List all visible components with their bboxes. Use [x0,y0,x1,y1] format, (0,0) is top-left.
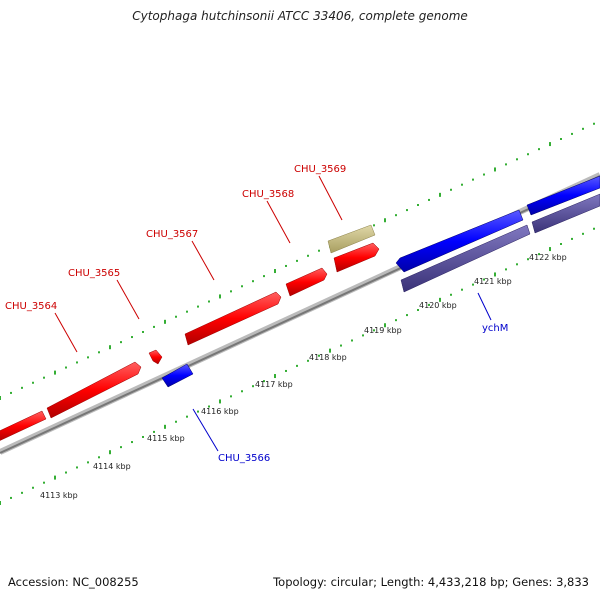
kbp-label-4113: 4113 kbp [40,491,78,500]
gene-ychm-arrow[interactable] [395,209,524,273]
accession-text: Accession: NC_008255 [8,575,139,589]
outer-tick-track [0,122,595,400]
gene-label-chu3564[interactable]: CHU_3564 [5,301,57,312]
gene-chu3565-arrow[interactable] [46,361,142,419]
gene-next-arrow[interactable] [526,175,600,216]
reverse-label-leaders [192,292,492,452]
gene-chu3569-arrow[interactable] [333,242,380,273]
kbp-label-4121: 4121 kbp [474,277,512,286]
gene-label-chu3569[interactable]: CHU_3569 [294,164,346,175]
map-title: Cytophaga hutchinsonii ATCC 33406, compl… [132,9,468,23]
gene-chu3568-arrow[interactable] [285,267,328,297]
gene-chu3567-arrow[interactable] [184,291,282,346]
kbp-label-4114: 4114 kbp [93,462,131,471]
gene-next-shadow [531,193,600,234]
gene-label-chu3565[interactable]: CHU_3565 [68,268,120,279]
kbp-label-4120: 4120 kbp [419,301,457,310]
feature-tan-block[interactable] [327,224,376,254]
gene-ychm-shadow [400,224,531,293]
gene-label-chu3566[interactable]: CHU_3566 [218,453,270,464]
kbp-label-4122: 4122 kbp [529,253,567,262]
gene-label-chu3567[interactable]: CHU_3567 [146,229,198,240]
forward-label-leaders [54,175,343,353]
inner-tick-track [0,227,595,505]
gene-label-ychm[interactable]: ychM [482,323,508,334]
genome-summary-text: Topology: circular; Length: 4,433,218 bp… [273,575,589,589]
gene-label-chu3568[interactable]: CHU_3568 [242,189,294,200]
gene-chu3564-arrow[interactable] [0,410,47,441]
kbp-label-4115: 4115 kbp [147,434,185,443]
kbp-label-4119: 4119 kbp [364,326,402,335]
gene-small-arrow[interactable] [148,349,163,365]
kbp-label-4118: 4118 kbp [309,353,347,362]
kbp-label-4117: 4117 kbp [255,380,293,389]
gene-chu3566-arrow[interactable] [161,363,194,388]
kbp-label-4116: 4116 kbp [201,407,239,416]
